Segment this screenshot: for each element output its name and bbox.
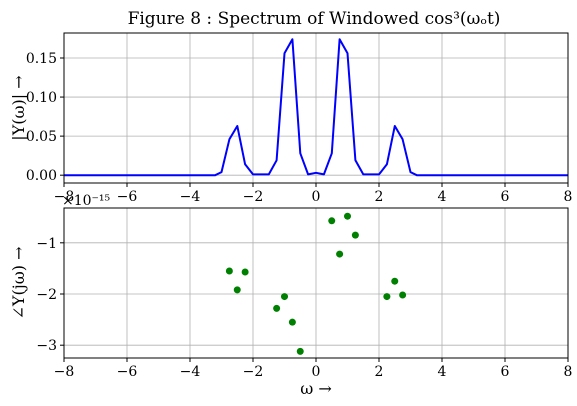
y-tick-label: −2: [36, 287, 57, 303]
x-tick-label: 8: [564, 364, 573, 380]
figure-title: Figure 8 : Spectrum of Windowed cos³(ωₒt…: [128, 9, 501, 29]
phase-point: [225, 267, 233, 275]
y-tick-label: 0.00: [26, 168, 57, 184]
y-tick-label: 0.15: [26, 51, 57, 67]
y-tick-label: 0.10: [26, 90, 57, 106]
y-tick-label: −3: [36, 338, 57, 354]
magnitude-plot: −8 −6 −4 −2 0 2 4 6 8 0.00 0.05 0.10 0.15 |Y(ω)| →: [9, 32, 573, 205]
phase-point: [336, 250, 344, 258]
phase-plot: −8 −6 −4 −2 0 2 4 6 8 −1 −2 −3 ∠Y(jω) → ω → ×10⁻¹⁵: [9, 193, 572, 398]
y-tick-label: 0.05: [26, 129, 57, 145]
phase-point: [391, 277, 399, 285]
x-axis-label: ω →: [300, 379, 332, 398]
x-tick-label: −6: [117, 189, 138, 205]
phase-point: [288, 318, 296, 326]
x-tick-label: 0: [312, 189, 321, 205]
x-tick-label: −8: [54, 189, 75, 205]
x-tick-label: 6: [501, 189, 510, 205]
phase-point: [241, 268, 249, 276]
x-tick-label: 4: [438, 189, 447, 205]
y-offset-text: ×10⁻¹⁵: [62, 193, 111, 209]
x-tick-label: −4: [180, 364, 201, 380]
phase-point: [383, 293, 391, 301]
x-tick-label: −2: [243, 189, 264, 205]
phase-point: [296, 347, 304, 355]
phase-point: [273, 304, 281, 312]
x-tick-label: 6: [501, 364, 510, 380]
x-tick-label: −6: [117, 364, 138, 380]
x-tick-label: −2: [243, 364, 264, 380]
x-tick-label: 2: [375, 189, 384, 205]
phase-point: [328, 217, 336, 225]
x-tick-label: −8: [54, 364, 75, 380]
magnitude-series-line: [64, 38, 568, 177]
y-axis-label: ∠Y(jω) →: [9, 247, 28, 320]
x-tick-label: 0: [312, 364, 321, 380]
phase-point: [399, 291, 407, 299]
x-tick-label: 4: [438, 364, 447, 380]
y-axis-label: |Y(ω)| →: [9, 75, 28, 140]
x-tick-label: −4: [180, 189, 201, 205]
y-tick-label: −1: [36, 236, 57, 252]
phase-point: [344, 212, 351, 220]
phase-point: [351, 231, 359, 239]
x-tick-label: 8: [564, 189, 573, 205]
phase-point: [281, 293, 288, 301]
x-tick-label: 2: [375, 364, 384, 380]
phase-point: [233, 286, 241, 294]
